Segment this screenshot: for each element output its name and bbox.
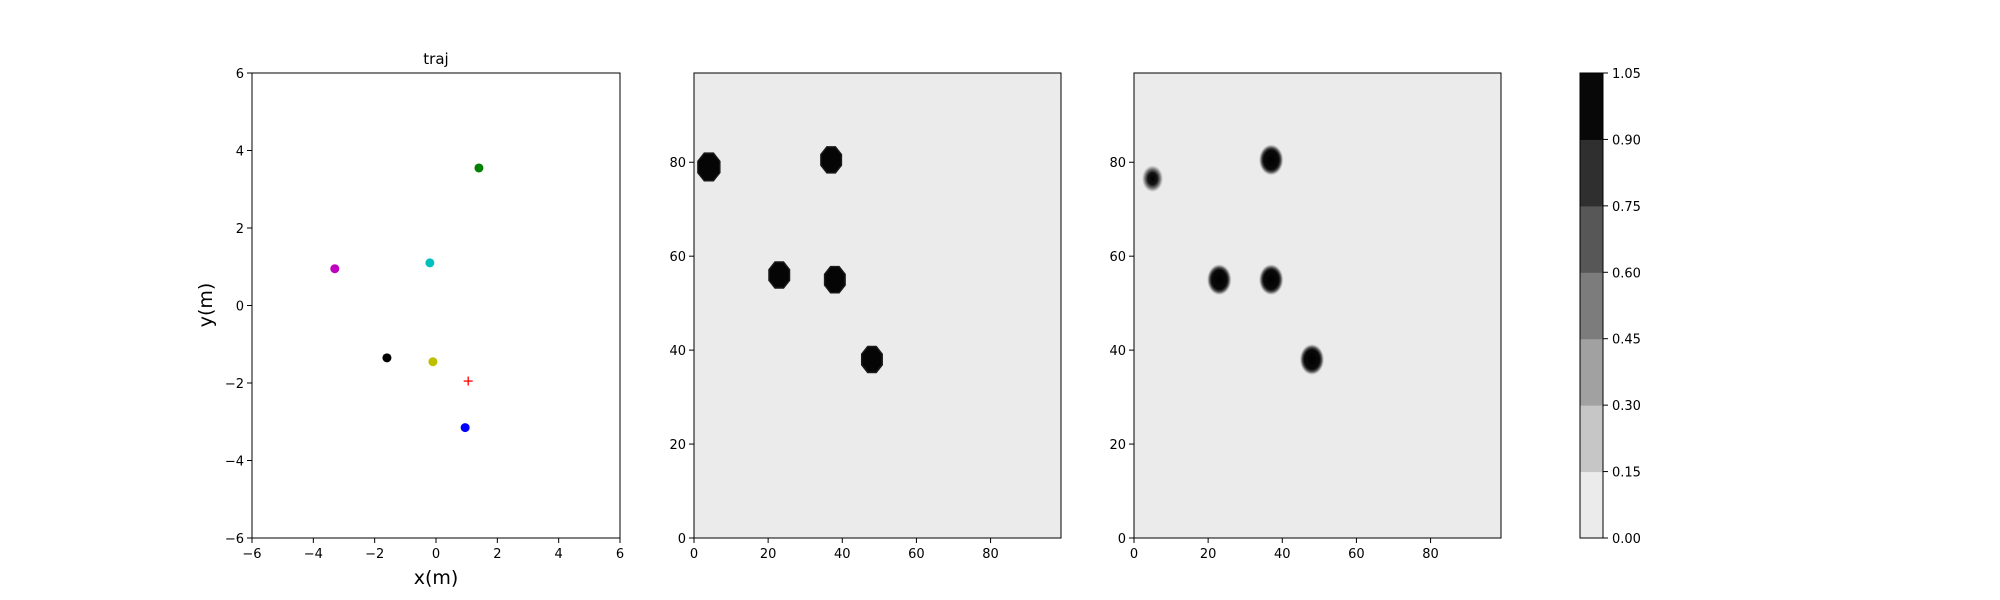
x-tick-label: 40 xyxy=(834,547,851,562)
x-ticks: 0 20 40 60 80 xyxy=(690,538,999,562)
colorbar-band xyxy=(1580,272,1603,340)
x-tick-label: 4 xyxy=(555,547,563,562)
colorbar-tick-label: 0.60 xyxy=(1612,266,1641,281)
x-axis-label: x(m) xyxy=(414,567,459,589)
scatter-point xyxy=(474,163,484,173)
x-tick-label: 60 xyxy=(908,547,925,562)
scatter-point xyxy=(425,258,435,268)
y-tick-label: 20 xyxy=(669,438,686,453)
x-tick-label: 20 xyxy=(760,547,777,562)
colorbar-band xyxy=(1580,405,1603,473)
y-tick-label: 0 xyxy=(678,532,686,547)
y-ticks: 0 20 40 60 80 xyxy=(1109,156,1134,547)
y-ticks: 0 20 40 60 80 xyxy=(669,156,694,547)
heatmap-background xyxy=(1134,73,1501,538)
colorbar-tick-label: 1.05 xyxy=(1612,67,1641,82)
y-tick-label: −2 xyxy=(225,377,244,392)
y-tick-label: −6 xyxy=(225,532,244,547)
x-tick-label: 2 xyxy=(493,547,501,562)
x-tick-label: −6 xyxy=(242,547,261,562)
x-tick-label: 0 xyxy=(690,547,698,562)
x-tick-label: 0 xyxy=(432,547,440,562)
colorbar-tick-label: 0.90 xyxy=(1612,133,1641,148)
colorbar-band xyxy=(1580,338,1603,406)
colorbar-tick-label: 0.75 xyxy=(1612,200,1641,215)
y-tick-label: 40 xyxy=(1109,344,1126,359)
y-tick-label: 60 xyxy=(1109,250,1126,265)
y-tick-label: 2 xyxy=(236,222,244,237)
colorbar: 0.00 0.15 0.30 0.45 0.60 0.75 0.90 1.05 xyxy=(1579,67,1641,547)
x-tick-label: 20 xyxy=(1200,547,1217,562)
colorbar-tick-label: 0.45 xyxy=(1612,333,1641,348)
y-axis-label: y(m) xyxy=(195,283,217,328)
plot-frame xyxy=(693,72,1062,539)
heatmap-background xyxy=(694,73,1061,538)
colorbar-tick-label: 0.30 xyxy=(1612,399,1641,414)
scatter-point xyxy=(460,423,470,433)
colorbar-band xyxy=(1580,139,1603,207)
heatmap-blobs xyxy=(697,146,883,374)
colorbar-bands xyxy=(1580,73,1603,539)
trajectory-plot: traj x(m) y(m) −6 −4 −2 0 2 4 6 −6 −4 −2 0 2 4 6 xyxy=(195,50,624,589)
colorbar-frame xyxy=(1579,72,1604,539)
y-ticks: −6 −4 −2 0 2 4 6 xyxy=(225,67,252,547)
y-tick-label: 80 xyxy=(669,156,686,171)
heatmap-blob xyxy=(1299,343,1325,376)
y-tick-label: 4 xyxy=(236,145,244,160)
y-tick-label: 40 xyxy=(669,344,686,359)
occupancy-map-right: 0 20 40 60 80 0 20 40 60 80 xyxy=(1109,72,1502,562)
x-tick-label: 80 xyxy=(1422,547,1439,562)
x-tick-label: −4 xyxy=(304,547,323,562)
colorbar-tick-label: 0.15 xyxy=(1612,466,1641,481)
scatter-point xyxy=(330,264,340,274)
y-tick-label: 6 xyxy=(236,67,244,82)
heatmap-blob xyxy=(1258,263,1284,296)
heatmap-blob xyxy=(860,345,883,374)
x-ticks: −6 −4 −2 0 2 4 6 xyxy=(242,538,624,562)
scatter-point xyxy=(428,357,438,367)
x-tick-label: 40 xyxy=(1274,547,1291,562)
plot-frame xyxy=(1133,72,1502,539)
scatter-point xyxy=(382,353,392,363)
y-tick-label: 60 xyxy=(669,250,686,265)
colorbar-ticks: 0.00 0.15 0.30 0.45 0.60 0.75 0.90 1.05 xyxy=(1603,67,1641,547)
x-tick-label: 80 xyxy=(982,547,999,562)
scatter-point-goal-marker xyxy=(463,376,473,386)
colorbar-tick-label: 0.00 xyxy=(1612,532,1641,547)
heatmap-blob xyxy=(768,261,791,289)
heatmap-blob xyxy=(1206,263,1232,296)
x-tick-label: 60 xyxy=(1348,547,1365,562)
heatmap-blob xyxy=(820,146,843,174)
y-tick-label: 80 xyxy=(1109,156,1126,171)
heatmap-blob xyxy=(1141,165,1164,193)
heatmap-blobs xyxy=(1141,144,1325,376)
heatmap-blob xyxy=(697,152,721,182)
colorbar-band xyxy=(1580,73,1603,140)
colorbar-band xyxy=(1580,205,1603,273)
y-tick-label: 0 xyxy=(1118,532,1126,547)
heatmap-blob xyxy=(1258,144,1284,176)
y-tick-label: −4 xyxy=(225,455,244,470)
x-ticks: 0 20 40 60 80 xyxy=(1130,538,1439,562)
x-tick-label: 6 xyxy=(616,547,624,562)
occupancy-map-left: 0 20 40 60 80 0 20 40 60 80 xyxy=(669,72,1062,562)
x-tick-label: 0 xyxy=(1130,547,1138,562)
scatter-points xyxy=(330,163,484,433)
colorbar-band xyxy=(1580,471,1603,539)
y-tick-label: 0 xyxy=(236,300,244,315)
y-tick-label: 20 xyxy=(1109,438,1126,453)
heatmap-blob xyxy=(823,265,846,294)
x-tick-label: −2 xyxy=(365,547,384,562)
plot-title: traj xyxy=(423,50,448,68)
plot-area xyxy=(251,72,621,539)
